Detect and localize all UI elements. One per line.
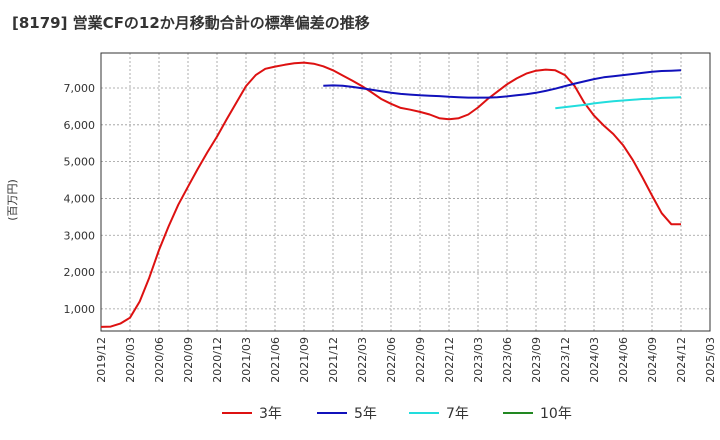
series-line-2 [323,69,682,99]
x-tick-label: 2024/09 [646,337,659,383]
x-tick-label: 2025/03 [704,337,717,383]
y-tick-label: 7,000 [64,82,96,95]
x-tick-label: 2024/06 [617,337,630,383]
x-tick-label: 2021/12 [327,337,340,383]
series-layer [100,61,682,328]
x-tick-label: 2024/03 [588,337,601,383]
x-tick-label: 2020/06 [153,337,166,383]
legend-label: 5年 [354,406,377,422]
y-tick-label: 4,000 [64,192,96,205]
x-tick-label: 2022/09 [414,337,427,383]
x-tick-label: 2020/03 [124,337,137,383]
x-tick-label: 2020/09 [182,337,195,383]
x-tick-label: 2022/12 [443,337,456,383]
x-tick-label: 2021/06 [269,337,282,383]
x-tick-label: 2021/03 [240,337,253,383]
y-tick-label: 1,000 [64,303,96,316]
x-tick-label: 2023/09 [530,337,543,383]
legend: 3年 5年 7年 10年 [222,406,572,422]
x-tick-label: 2022/03 [356,337,369,383]
y-tick-label: 3,000 [64,229,96,242]
y-tick-label: 2,000 [64,266,96,279]
y-tick-label: 6,000 [64,119,96,132]
y-tick-label: 5,000 [64,156,96,169]
x-tick-label: 2022/06 [385,337,398,383]
series-line-3 [555,96,682,110]
x-tick-label: 2023/03 [472,337,485,383]
x-tick-label: 2019/12 [95,337,108,383]
x-tick-label: 2020/12 [211,337,224,383]
y-axis-label: (百万円) [6,179,19,221]
plot-area [100,52,711,332]
x-tick-label: 2021/09 [298,337,311,383]
legend-label: 3年 [259,406,282,422]
x-axis-ticks: 2019/12 2020/03 2020/06 2020/09 2020/12 2021/… [95,337,717,383]
legend-label: 7年 [446,406,469,422]
legend-label: 10年 [540,406,572,422]
series-line-1 [100,61,681,328]
x-tick-label: 2023/12 [559,337,572,383]
x-tick-label: 2024/12 [675,337,688,383]
chart-title: [8179] 営業CFの12か月移動合計の標準偏差の推移 [12,14,370,32]
x-tick-label: 2023/06 [501,337,514,383]
y-axis-ticks: 1,000 2,000 3,000 4,000 5,000 6,000 7,000 [64,82,96,316]
